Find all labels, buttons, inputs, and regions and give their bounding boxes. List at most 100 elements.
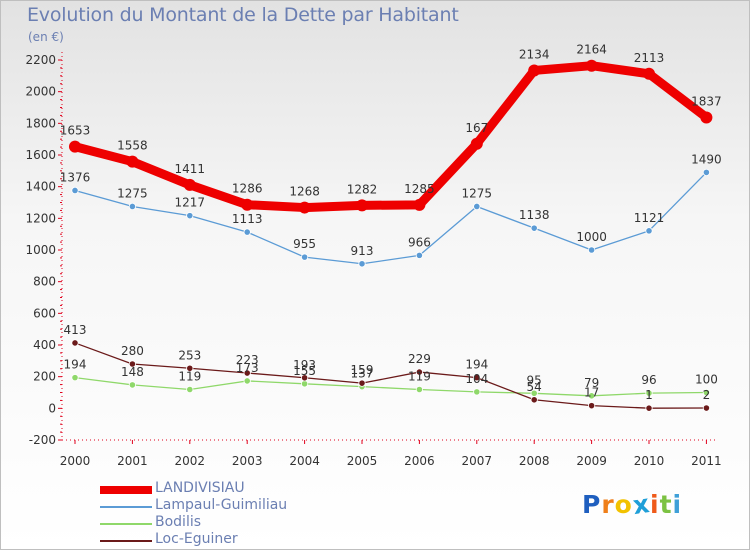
proxiti-logo[interactable]: Proxiti <box>582 489 683 520</box>
y-tick-label: -200 <box>29 433 56 447</box>
data-label: 54 <box>527 380 542 394</box>
data-point <box>645 227 653 235</box>
chart-title: Evolution du Montant de la Dette par Hab… <box>27 4 459 26</box>
data-point <box>413 198 426 211</box>
data-label: 194 <box>64 358 87 372</box>
data-label: 1217 <box>175 196 206 210</box>
data-label: 1286 <box>232 182 263 196</box>
data-point <box>300 380 309 388</box>
y-tick-label: 400 <box>33 338 56 352</box>
data-point <box>69 140 81 153</box>
data-point <box>186 364 194 372</box>
data-point <box>128 381 136 389</box>
data-point <box>702 404 711 412</box>
data-point <box>530 396 538 404</box>
data-label: 95 <box>527 373 542 387</box>
data-point <box>183 178 196 191</box>
data-label: 1138 <box>519 208 550 222</box>
data-label: 1376 <box>60 170 91 184</box>
data-label: 1121 <box>634 211 665 225</box>
data-label: 223 <box>236 353 259 367</box>
data-point <box>358 260 366 268</box>
data-label: 1285 <box>404 182 435 196</box>
data-point <box>473 374 481 382</box>
data-point <box>356 199 368 212</box>
data-point <box>645 389 653 397</box>
data-point <box>300 253 309 261</box>
series-bodilis <box>71 374 711 400</box>
data-point <box>71 339 79 347</box>
data-label: 280 <box>121 344 144 358</box>
data-label: 173 <box>236 361 259 375</box>
data-label: 913 <box>351 244 374 258</box>
data-point <box>71 374 79 382</box>
data-label: 1558 <box>117 139 148 153</box>
data-label: 137 <box>351 367 374 381</box>
x-tick-label: 2003 <box>232 454 263 468</box>
y-tick-label: 800 <box>33 275 56 289</box>
data-point <box>702 168 711 177</box>
y-tick-label: 600 <box>33 306 56 320</box>
legend-swatch <box>100 486 152 494</box>
x-tick-label: 2010 <box>634 454 665 468</box>
data-label: 2134 <box>519 47 550 61</box>
data-label: 2164 <box>576 43 607 57</box>
series-line <box>74 342 708 409</box>
data-point <box>243 228 251 236</box>
data-point <box>186 212 194 220</box>
series-loc-eguiner <box>71 339 711 412</box>
data-label: 119 <box>178 369 201 383</box>
data-point <box>243 369 251 377</box>
legend-swatch <box>100 523 152 525</box>
y-tick-label: 1200 <box>25 211 56 225</box>
data-point <box>643 67 655 80</box>
y-tick-label: 0 <box>48 401 56 415</box>
y-tick-label: 1000 <box>25 243 56 257</box>
y-tick-label: 2200 <box>25 53 56 67</box>
series-line <box>74 171 708 265</box>
data-point <box>71 186 79 195</box>
data-point <box>358 379 366 387</box>
logo-letter: P <box>582 490 602 519</box>
data-point <box>241 198 254 211</box>
y-tick-label: 200 <box>33 370 56 384</box>
data-label: 966 <box>408 235 431 249</box>
data-label: 1411 <box>175 162 206 176</box>
data-label: 155 <box>293 364 316 378</box>
data-label: 193 <box>293 358 316 372</box>
data-point <box>645 404 653 412</box>
logo-letter: r <box>601 490 615 519</box>
data-label: 1 <box>645 388 653 402</box>
data-label: 1000 <box>576 230 607 244</box>
data-label: 194 <box>465 358 488 372</box>
data-label: 1275 <box>117 186 148 200</box>
data-point <box>243 377 251 385</box>
data-label: 253 <box>178 348 201 362</box>
logo-letter: i <box>672 490 683 519</box>
data-point <box>702 388 711 397</box>
data-label: 96 <box>641 373 656 387</box>
data-point <box>473 202 481 211</box>
legend-label: LANDIVISIAU <box>155 480 245 496</box>
data-point <box>587 246 596 254</box>
data-label: 2113 <box>634 51 665 65</box>
data-label: 1490 <box>691 152 722 166</box>
data-label: 1653 <box>60 124 91 138</box>
data-label: 1113 <box>232 212 263 226</box>
data-point <box>415 385 423 394</box>
x-tick-label: 2001 <box>117 454 148 468</box>
data-label: 229 <box>408 352 431 366</box>
x-tick-label: 2009 <box>576 454 607 468</box>
x-tick-label: 2005 <box>347 454 378 468</box>
data-point <box>415 368 423 376</box>
data-point <box>470 137 483 150</box>
data-label: 119 <box>408 369 431 383</box>
data-label: 413 <box>64 323 87 337</box>
data-label: 159 <box>351 363 374 377</box>
series-lampaul-guimiliau <box>71 168 711 268</box>
x-tick-label: 2006 <box>404 454 435 468</box>
data-label: 1282 <box>347 182 378 196</box>
data-point <box>587 392 596 400</box>
